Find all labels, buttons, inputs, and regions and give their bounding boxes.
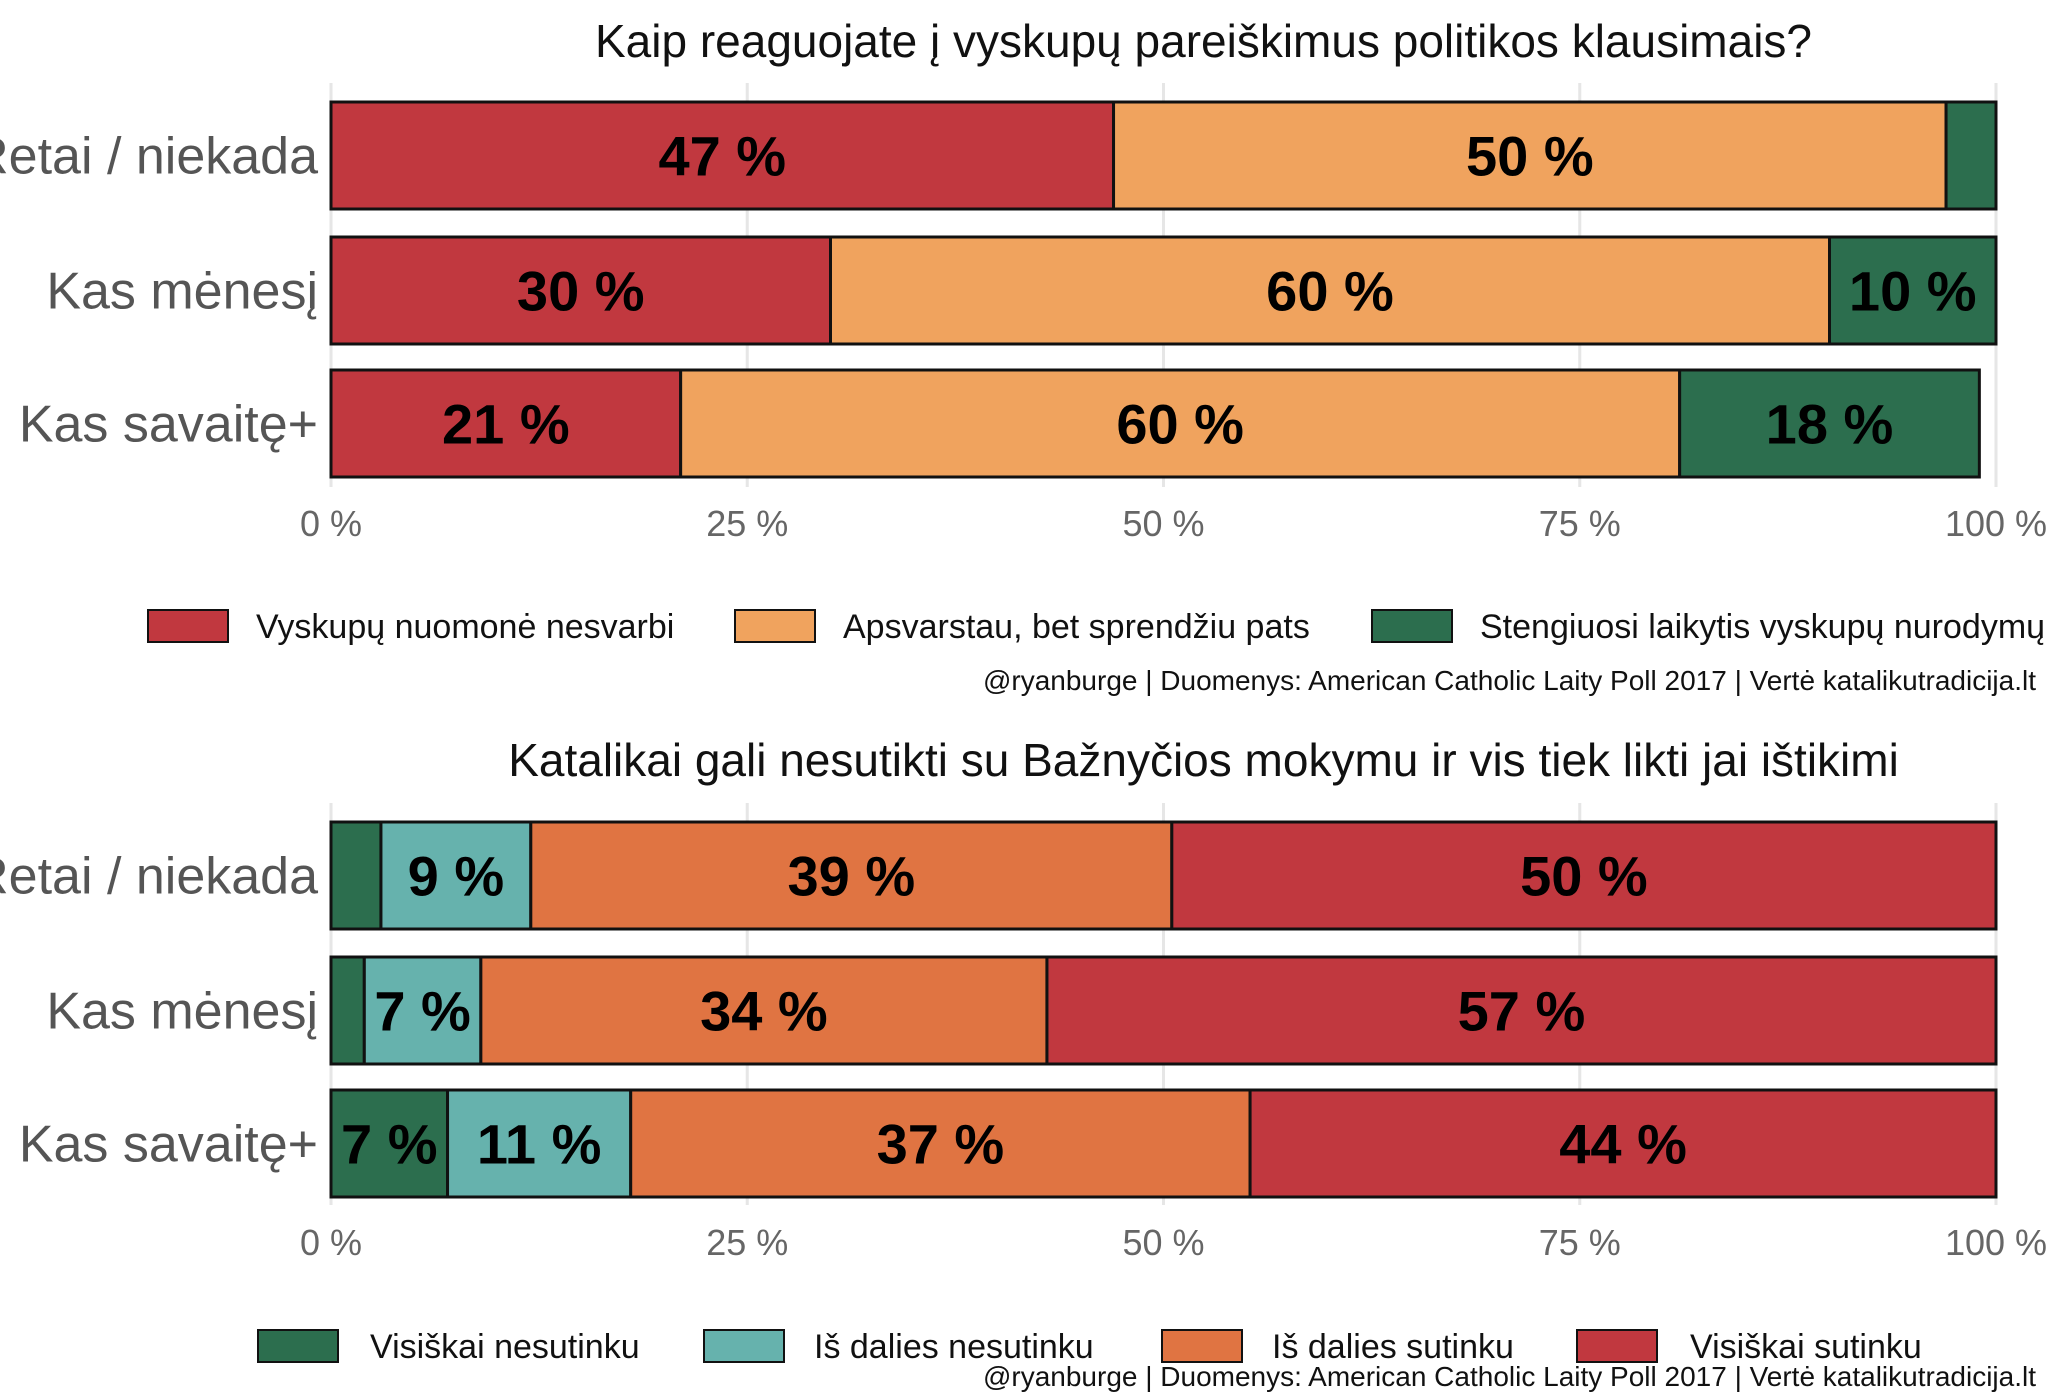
data-label: 7 % (341, 1113, 438, 1176)
data-label: 60 % (1116, 393, 1244, 456)
data-label: 10 % (1849, 260, 1977, 323)
bar-segment (329, 820, 383, 931)
bar-segment (329, 100, 1116, 211)
x-tick-label: 100 % (1945, 1222, 2047, 1263)
bar-segment (329, 235, 832, 346)
y-tick-label: Kas savaitę+ (19, 396, 318, 454)
x-tick-label: 50 % (1122, 503, 1204, 544)
bar-segment (329, 368, 683, 479)
bar-segment (446, 1088, 633, 1199)
data-label: 7 % (374, 980, 471, 1043)
chart-title: Katalikai gali nesutikti su Bažnyčios mo… (508, 734, 1899, 786)
y-tick-label: Kas mėnesį (46, 983, 318, 1041)
y-tick-label: Kas savaitę+ (19, 1116, 318, 1174)
legend-swatch (1576, 1329, 1658, 1363)
bar-segment (1170, 820, 1998, 931)
chart-panel-2: Katalikai gali nesutikti su Bažnyčios mo… (0, 734, 2047, 1392)
y-tick-label: Retai / niekada (0, 128, 318, 186)
bar-segment (379, 820, 533, 931)
bar-segment (1112, 100, 1948, 211)
bar-segment (479, 955, 1049, 1066)
legend-label: Stengiuosi laikytis vyskupų nurodymų (1480, 608, 2045, 646)
bar-segment (1248, 1088, 1998, 1199)
data-label: 21 % (442, 393, 570, 456)
data-label: 47 % (658, 125, 786, 188)
bar-segment (1045, 955, 1998, 1066)
chart-caption: @ryanburge | Duomenys: American Catholic… (983, 665, 2036, 696)
data-label: 39 % (787, 845, 915, 908)
x-tick-label: 100 % (1945, 503, 2047, 544)
legend-label: Apsvarstau, bet sprendžiu pats (843, 608, 1310, 646)
bar-segment (529, 820, 1174, 931)
data-label: 50 % (1520, 845, 1648, 908)
y-tick-label: Kas mėnesį (46, 263, 318, 321)
legend-label: Iš dalies sutinku (1272, 1328, 1514, 1366)
data-label: 11 % (477, 1113, 602, 1176)
legend-label: Visiškai sutinku (1690, 1328, 1922, 1366)
chart-caption: @ryanburge | Duomenys: American Catholic… (983, 1361, 2036, 1392)
data-label: 37 % (877, 1113, 1005, 1176)
data-label: 18 % (1766, 393, 1894, 456)
x-tick-label: 75 % (1539, 503, 1621, 544)
data-label: 30 % (517, 260, 645, 323)
data-label: 57 % (1458, 980, 1586, 1043)
bar-segment (1944, 100, 1998, 211)
x-tick-label: 50 % (1122, 1222, 1204, 1263)
legend-swatch (257, 1329, 339, 1363)
x-tick-label: 25 % (706, 503, 788, 544)
x-tick-label: 75 % (1539, 1222, 1621, 1263)
x-tick-label: 0 % (300, 503, 362, 544)
bar-segment (1678, 368, 1981, 479)
bar-segment (329, 1088, 450, 1199)
data-label: 34 % (700, 980, 828, 1043)
legend-swatch (734, 609, 816, 643)
chart-panel-1: Kaip reaguojate į vyskupų pareiškimus po… (0, 15, 2047, 696)
x-tick-label: 0 % (300, 1222, 362, 1263)
data-label: 50 % (1466, 125, 1594, 188)
legend-swatch (703, 1329, 785, 1363)
legend-label: Iš dalies nesutinku (814, 1328, 1094, 1366)
x-tick-label: 25 % (706, 1222, 788, 1263)
legend-swatch (1371, 609, 1453, 643)
bar-segment (1828, 235, 1998, 346)
y-tick-label: Retai / niekada (0, 848, 318, 906)
bar-segment (329, 955, 366, 1066)
data-label: 9 % (408, 845, 505, 908)
legend-label: Visiškai nesutinku (370, 1328, 640, 1366)
bar-segment (679, 368, 1682, 479)
chart-title: Kaip reaguojate į vyskupų pareiškimus po… (595, 15, 1812, 67)
legend-label: Vyskupų nuomonė nesvarbi (256, 608, 674, 646)
data-label: 44 % (1559, 1113, 1687, 1176)
bar-segment (829, 235, 1831, 346)
legend-swatch (147, 609, 229, 643)
legend-swatch (1161, 1329, 1243, 1363)
data-label: 60 % (1266, 260, 1394, 323)
bar-segment (629, 1088, 1252, 1199)
